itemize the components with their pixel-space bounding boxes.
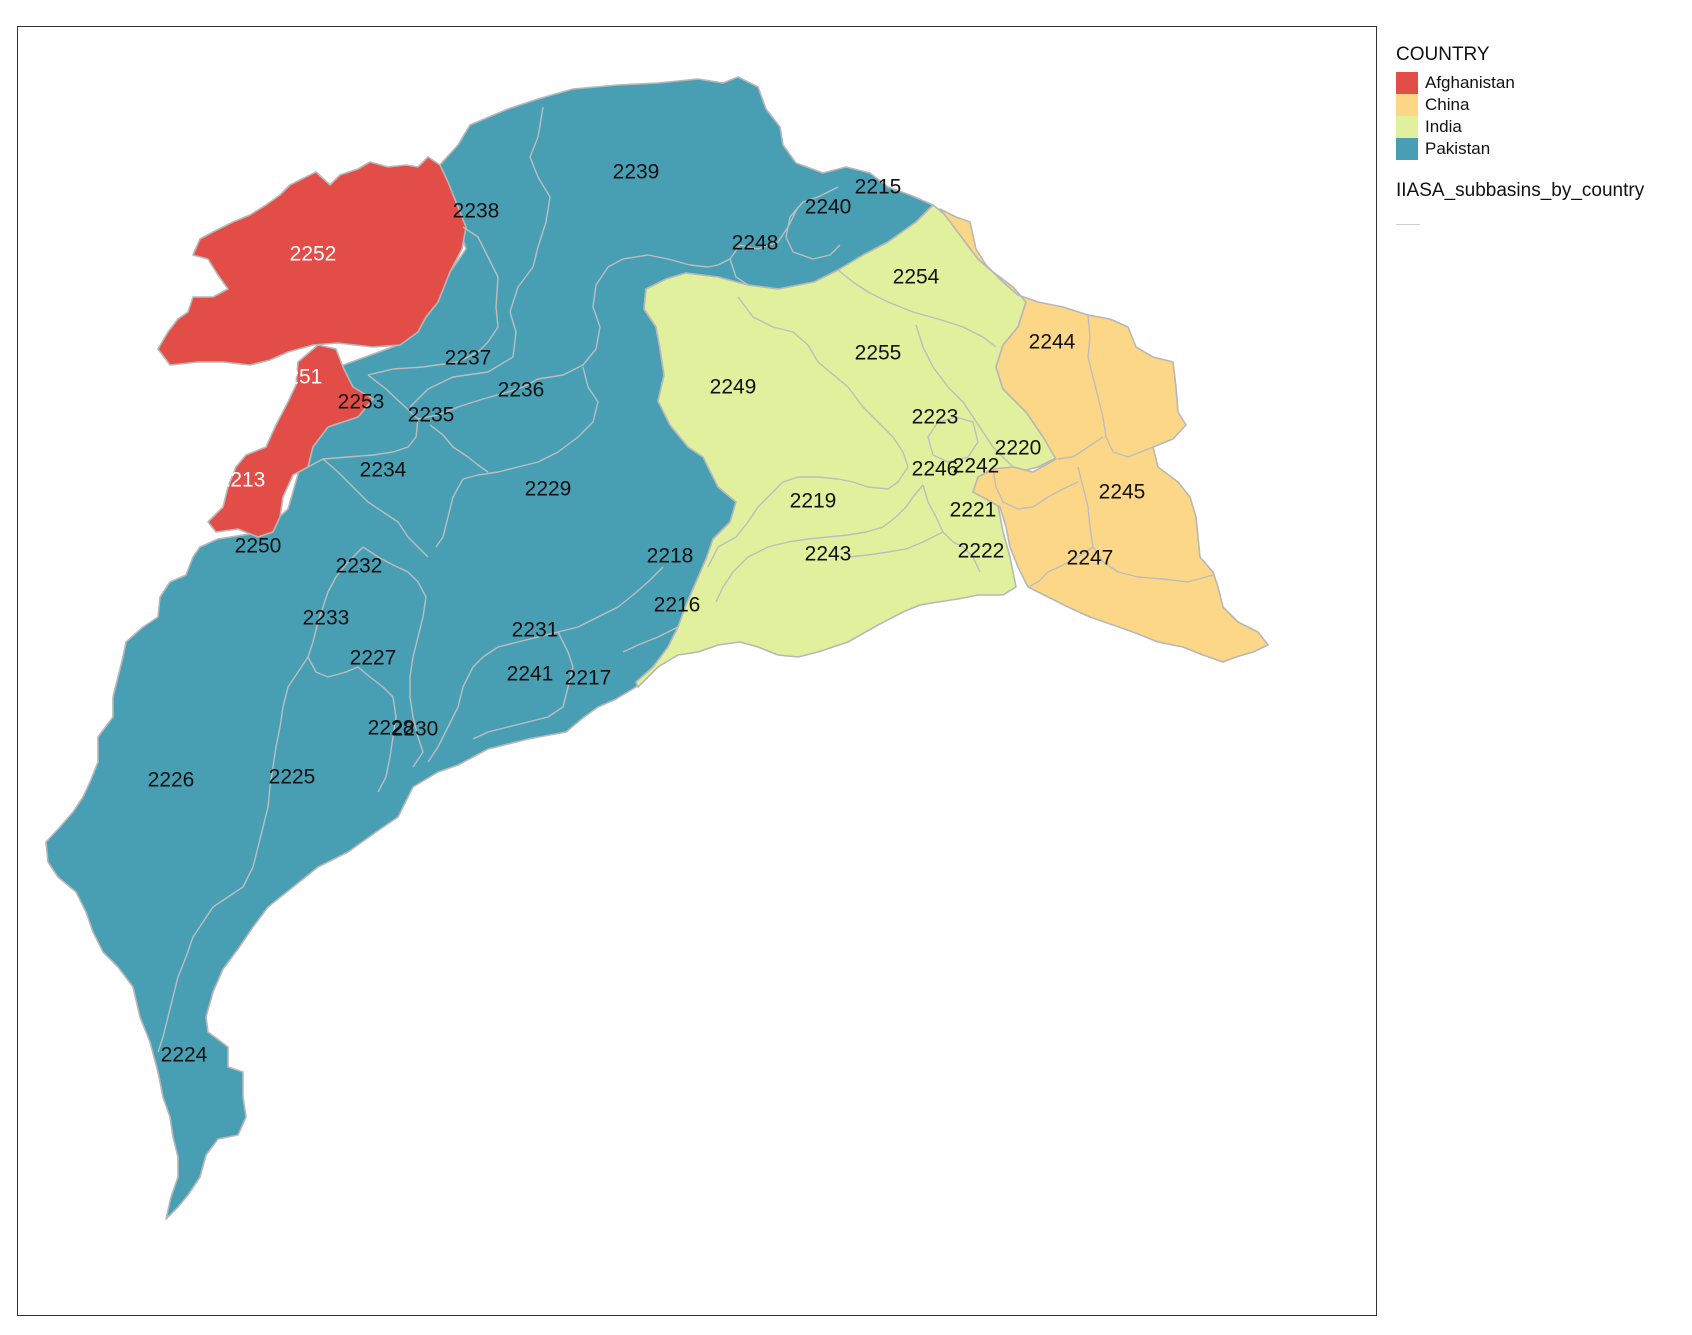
subbasin-label-2217: 2217 [565, 667, 612, 690]
subbasin-label-2222: 2222 [958, 540, 1005, 563]
subbasin-label-2225: 2225 [269, 766, 316, 789]
subbasin-label-2227: 2227 [350, 647, 397, 670]
subbasin-label-2234: 2234 [360, 459, 407, 482]
legend-label: China [1425, 95, 1469, 115]
legend-items: Afghanistan China India Pakistan [1396, 72, 1686, 160]
subbasin-label-2247: 2247 [1067, 547, 1114, 570]
subbasin-label-2239: 2239 [613, 161, 660, 184]
legend-swatch [1396, 72, 1418, 94]
subbasin-label-2241: 2241 [507, 663, 554, 686]
subbasin-label-2232: 2232 [336, 555, 383, 578]
legend-swatch [1396, 94, 1418, 116]
legend-label: Pakistan [1425, 139, 1490, 159]
legend-label: India [1425, 117, 1462, 137]
subbasin-label-2243: 2243 [805, 543, 852, 566]
subbasin-label-2224: 2224 [161, 1044, 208, 1067]
legend-item: Afghanistan [1396, 72, 1686, 94]
legend-item: China [1396, 94, 1686, 116]
subbasin-label-2238: 2238 [453, 200, 500, 223]
map-panel: 2214 2252 2238 2239 2215 2240 2248 2254 2244 2255… [17, 26, 1377, 1316]
subbasin-label-2214: 2214 [552, 59, 599, 82]
subbasin-label-2213: 2213 [219, 469, 266, 492]
subbasin-label-2248: 2248 [732, 232, 779, 255]
subbasin-label-2220: 2220 [995, 437, 1042, 460]
subbasin-label-2231: 2231 [512, 619, 559, 642]
subbasin-label-2246: 2246 [912, 458, 959, 481]
layer-line-symbol [1396, 224, 1420, 225]
legend-item: Pakistan [1396, 138, 1686, 160]
subbasin-label-2245: 2245 [1099, 481, 1146, 504]
map-legend: COUNTRY Afghanistan China India Pakistan II… [1396, 44, 1686, 225]
subbasin-label-2223: 2223 [912, 406, 959, 429]
subbasin-label-2254: 2254 [893, 266, 940, 289]
subbasin-label-2219: 2219 [790, 490, 837, 513]
subbasin-label-2236: 2236 [498, 379, 545, 402]
subbasin-label-2244: 2244 [1029, 331, 1076, 354]
legend-label: Afghanistan [1425, 73, 1515, 93]
subbasin-label-2237: 2237 [445, 347, 492, 370]
subbasin-label-2249: 2249 [710, 376, 757, 399]
subbasin-label-2215: 2215 [855, 176, 902, 199]
subbasin-label-2229: 2229 [525, 478, 572, 501]
subbasin-label-2230: 2230 [392, 718, 439, 741]
subbasin-label-2216: 2216 [654, 594, 701, 617]
subbasin-label-2250: 2250 [235, 535, 282, 558]
subbasin-label-2252: 2252 [290, 243, 337, 266]
subbasin-label-2221: 2221 [950, 499, 997, 522]
subbasin-label-2242: 2242 [953, 455, 1000, 478]
legend-title: COUNTRY [1396, 44, 1686, 66]
subbasin-label-2251: 2251 [276, 366, 323, 389]
subbasin-label-2240: 2240 [805, 196, 852, 219]
subbasin-label-2226: 2226 [148, 769, 195, 792]
subbasin-label-2255: 2255 [855, 342, 902, 365]
subbasin-label-2233: 2233 [303, 607, 350, 630]
legend-item: India [1396, 116, 1686, 138]
legend-swatch [1396, 138, 1418, 160]
subbasin-label-2235: 2235 [408, 404, 455, 427]
subbasin-label-2218: 2218 [647, 545, 694, 568]
subbasin-label-2253: 2253 [338, 391, 385, 414]
legend-swatch [1396, 116, 1418, 138]
layer-title: IIASA_subbasins_by_country [1396, 180, 1686, 202]
